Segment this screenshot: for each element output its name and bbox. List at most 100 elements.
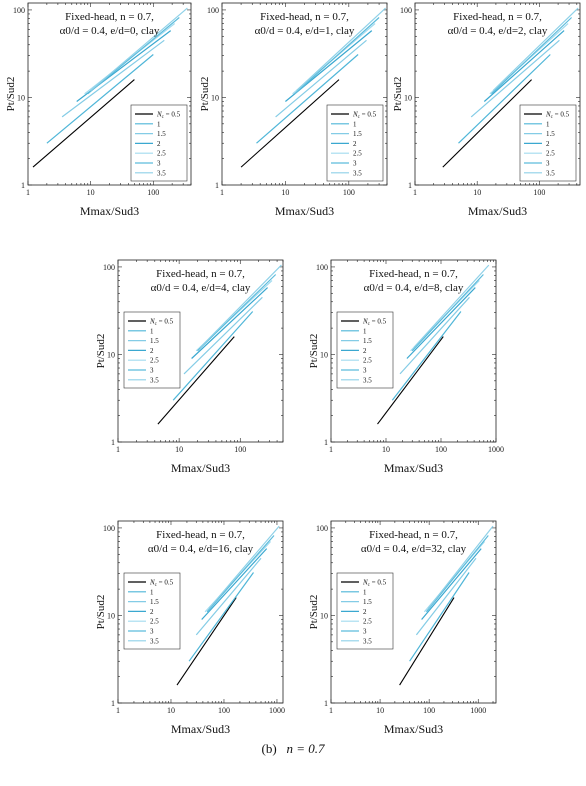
x-tick-label: 100 [343, 188, 355, 197]
x-tick-label: 100 [435, 445, 447, 454]
series-line-nc-1-5 [183, 296, 263, 375]
legend-entry: 2 [546, 140, 550, 148]
legend-entry: 2 [363, 347, 367, 355]
series-line-nc-2 [406, 287, 476, 359]
y-tick-label: 10 [211, 93, 219, 102]
x-axis-label: Mmax/Sud3 [384, 461, 443, 475]
y-tick-label: 10 [107, 611, 115, 620]
x-tick-label: 1 [26, 188, 30, 197]
legend: Nc = 0.51 1.5 2 2.5 33.5 [336, 572, 394, 650]
series-line-nc-3-5 [208, 525, 280, 609]
x-tick-label: 10 [281, 188, 289, 197]
y-axis-label: Pt/Sud2 [95, 595, 107, 630]
plot-frame [117, 520, 284, 704]
x-tick-label: 10 [87, 188, 95, 197]
legend-entry: 2.5 [363, 618, 372, 626]
legend-entry: 2 [157, 140, 161, 148]
legend-entry: 1 [150, 588, 154, 596]
legend-entry: 2 [353, 140, 357, 148]
legend-entry: 2.5 [157, 150, 166, 158]
annotation-line-1: Fixed-head, n = 0.7, [65, 11, 154, 23]
legend-entry: 3.5 [546, 169, 555, 177]
y-axis-label: Pt/Sud2 [392, 77, 404, 112]
legend-entry: 1.5 [363, 337, 372, 345]
legend: Nc = 0.51 1.5 2 2.5 33.5 [326, 104, 384, 182]
y-tick-label: 100 [207, 6, 219, 15]
x-tick-label: 1 [116, 445, 120, 454]
x-axis-label: Mmax/Sud3 [275, 204, 334, 218]
annotation-line-1: Fixed-head, n = 0.7, [156, 529, 245, 541]
legend-entry: 2.5 [363, 357, 372, 365]
series-line-nc-3-5 [90, 7, 188, 91]
legend-entry: 2.5 [546, 150, 555, 158]
chart-panel-6: 1 10 100 1000 1 10 100 Fixed-head, n = 0.7, α0/d… [95, 520, 285, 736]
series-line-nc-0-5 [442, 79, 532, 168]
series-line-nc-1-5 [415, 557, 477, 636]
annotation-line-1: Fixed-head, n = 0.7, [369, 529, 458, 541]
x-tick-label: 10 [376, 706, 384, 715]
legend-entry: 1 [363, 327, 367, 335]
x-tick-label: 1 [116, 706, 120, 715]
legend-entry: Nc = 0.5 [149, 318, 174, 328]
series-line-nc-1 [409, 572, 470, 662]
series-line-nc-3 [425, 535, 489, 613]
legend: Nc = 0.51 1.5 2 2.5 33.5 [336, 311, 394, 389]
y-tick-label: 1 [21, 181, 25, 190]
legend-entry: Nc = 0.5 [545, 111, 570, 121]
legend-entry: 3.5 [150, 637, 159, 645]
series-line-nc-1-5 [195, 557, 262, 636]
legend-entry: Nc = 0.5 [362, 318, 387, 328]
series-line-nc-1-5 [275, 39, 367, 118]
y-tick-label: 100 [316, 263, 328, 272]
legend-entry: 3.5 [353, 169, 362, 177]
x-tick-label: 1 [329, 706, 333, 715]
annotation-line-1: Fixed-head, n = 0.7, [369, 268, 458, 280]
legend-entry: Nc = 0.5 [352, 111, 377, 121]
plot-frame [117, 259, 284, 443]
legend: Nc = 0.51 1.5 2 2.5 33.5 [519, 104, 577, 182]
y-tick-label: 1 [111, 699, 115, 708]
x-tick-label: 100 [234, 445, 246, 454]
legend-entry: 1.5 [546, 130, 555, 138]
x-tick-label: 1000 [470, 706, 486, 715]
series-line-nc-0-5 [157, 336, 235, 425]
chart-panel-7: 1 10 100 1000 1 10 100 Fixed-head, n = 0.7, α0/d… [308, 520, 497, 736]
legend-entry: 2 [150, 608, 154, 616]
legend-entry: 1 [546, 120, 550, 128]
legend-entry: 1.5 [363, 598, 372, 606]
x-axis-label: Mmax/Sud3 [468, 204, 527, 218]
x-tick-label: 100 [147, 188, 159, 197]
legend-entry: Nc = 0.5 [156, 111, 181, 121]
x-axis-label: Mmax/Sud3 [384, 722, 443, 736]
legend-entry: 2 [150, 347, 154, 355]
y-tick-label: 10 [404, 93, 412, 102]
series-line-nc-1-5 [61, 39, 165, 118]
y-axis-label: Pt/Sud2 [308, 595, 320, 630]
legend-entry: 1 [157, 120, 161, 128]
series-line-nc-3-5 [492, 7, 579, 91]
chart-panel-1: 1 10 100 1 10 100 Fixed-head, n = 0.7, α0/d = 0… [5, 2, 192, 218]
caption-text: n = 0.7 [286, 741, 325, 756]
chart-panel-2: 1 10 100 1 10 100 Fixed-head, n = 0.7, α0/d = 0… [199, 2, 388, 218]
annotation-line-2: α0/d = 0.4, e/d=2, clay [448, 25, 548, 37]
legend-entry: 3 [150, 367, 154, 375]
legend-entry: 3 [363, 367, 367, 375]
y-tick-label: 1 [408, 181, 412, 190]
x-tick-label: 100 [218, 706, 230, 715]
y-axis-label: Pt/Sud2 [308, 334, 320, 369]
y-tick-label: 100 [103, 524, 115, 533]
legend-entry: 1.5 [353, 130, 362, 138]
legend-entry: 3 [157, 160, 161, 168]
legend-entry: 1.5 [150, 337, 159, 345]
legend-entry: 1.5 [150, 598, 159, 606]
x-tick-label: 100 [423, 706, 435, 715]
series-line-nc-1 [172, 311, 254, 401]
legend-entry: 3 [546, 160, 550, 168]
series-line-nc-3-5 [199, 264, 282, 348]
legend-entry: 2 [363, 608, 367, 616]
legend-entry: 3 [363, 628, 367, 636]
y-tick-label: 1 [324, 699, 328, 708]
x-tick-label: 100 [533, 188, 545, 197]
y-axis-label: Pt/Sud2 [5, 77, 17, 112]
annotation-line-2: α0/d = 0.4, e/d=16, clay [148, 543, 254, 555]
